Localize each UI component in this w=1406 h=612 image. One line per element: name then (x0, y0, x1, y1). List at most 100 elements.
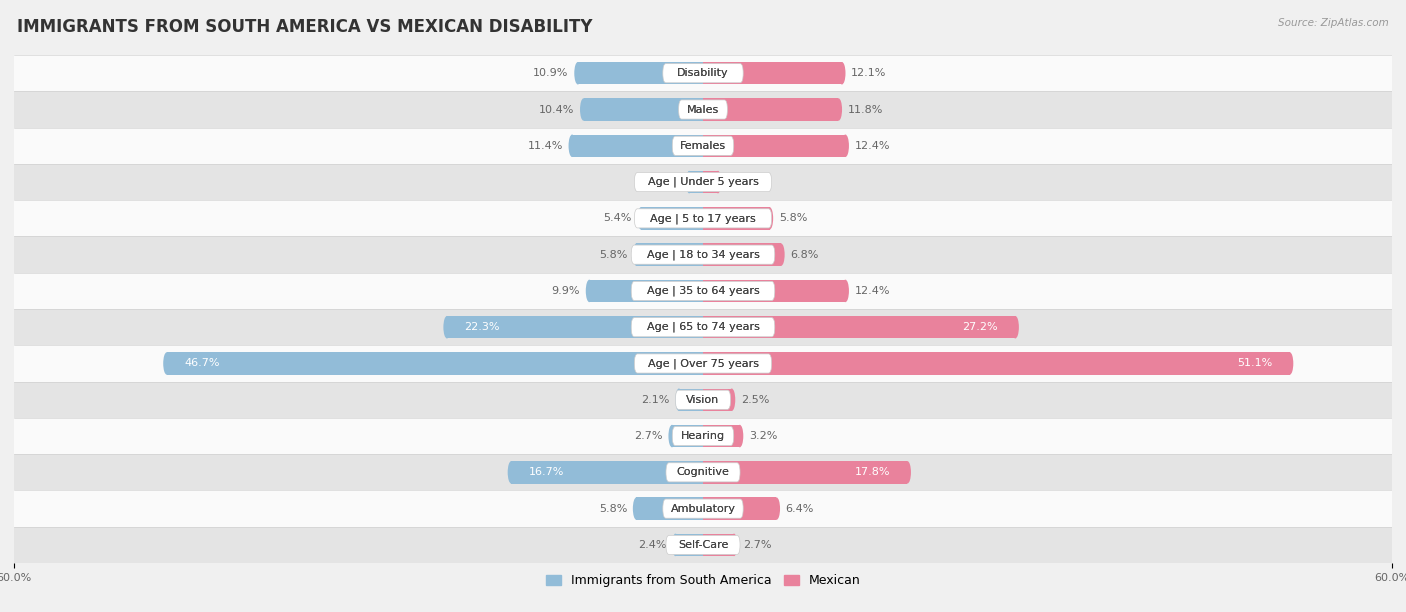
Text: 11.8%: 11.8% (848, 105, 883, 114)
Bar (703, 99, 838, 121)
Text: Females: Females (681, 141, 725, 151)
Text: 12.4%: 12.4% (855, 286, 890, 296)
Bar (14, 164, 1392, 200)
Bar (14, 418, 1392, 454)
FancyBboxPatch shape (634, 209, 772, 228)
Text: Females: Females (681, 141, 725, 151)
FancyBboxPatch shape (672, 427, 734, 446)
Text: 1.2%: 1.2% (651, 177, 681, 187)
Bar (589, 280, 703, 302)
Bar (703, 461, 907, 483)
Text: Age | 65 to 74 years: Age | 65 to 74 years (647, 322, 759, 332)
Circle shape (581, 99, 588, 121)
Text: Age | Over 75 years: Age | Over 75 years (648, 358, 758, 369)
Text: Age | 18 to 34 years: Age | 18 to 34 years (647, 249, 759, 260)
FancyBboxPatch shape (672, 136, 734, 155)
Bar (14, 382, 1392, 418)
Bar (637, 498, 703, 520)
Bar (703, 389, 731, 411)
Bar (637, 244, 703, 266)
FancyBboxPatch shape (634, 354, 772, 373)
Circle shape (1012, 316, 1019, 338)
Circle shape (778, 244, 785, 266)
Circle shape (672, 534, 679, 556)
Circle shape (835, 99, 842, 121)
Bar (703, 207, 769, 230)
Bar (447, 316, 703, 338)
Circle shape (838, 62, 845, 84)
Bar (679, 389, 703, 411)
Circle shape (728, 389, 735, 411)
Circle shape (686, 171, 693, 193)
Text: Age | Over 75 years: Age | Over 75 years (648, 358, 758, 369)
Text: 2.7%: 2.7% (634, 431, 662, 441)
Text: 10.9%: 10.9% (533, 68, 568, 78)
Circle shape (731, 534, 738, 556)
Text: 51.1%: 51.1% (1237, 359, 1272, 368)
Text: Self-Care: Self-Care (678, 540, 728, 550)
Circle shape (675, 389, 682, 411)
Bar (14, 128, 1392, 164)
Text: 5.8%: 5.8% (599, 250, 627, 259)
Text: Age | 65 to 74 years: Age | 65 to 74 years (647, 322, 759, 332)
Text: 46.7%: 46.7% (184, 359, 219, 368)
Text: Vision: Vision (686, 395, 720, 405)
FancyBboxPatch shape (634, 173, 772, 192)
Circle shape (633, 498, 640, 520)
Circle shape (842, 135, 849, 157)
Text: 2.4%: 2.4% (638, 540, 666, 550)
FancyBboxPatch shape (679, 100, 727, 119)
Circle shape (637, 207, 644, 230)
Bar (703, 425, 740, 447)
Text: 27.2%: 27.2% (963, 322, 998, 332)
Circle shape (668, 425, 675, 447)
Text: Ambulatory: Ambulatory (671, 504, 735, 513)
Bar (675, 534, 703, 556)
Legend: Immigrants from South America, Mexican: Immigrants from South America, Mexican (540, 569, 866, 592)
FancyBboxPatch shape (662, 499, 744, 518)
Bar (14, 345, 1392, 382)
Text: 1.3%: 1.3% (727, 177, 755, 187)
FancyBboxPatch shape (662, 64, 744, 83)
Text: Age | Under 5 years: Age | Under 5 years (648, 177, 758, 187)
FancyBboxPatch shape (666, 536, 740, 554)
Circle shape (1286, 353, 1294, 375)
Bar (672, 425, 703, 447)
Text: 17.8%: 17.8% (855, 468, 890, 477)
Text: 5.8%: 5.8% (599, 504, 627, 513)
Text: Disability: Disability (678, 68, 728, 78)
Bar (14, 55, 1392, 91)
Bar (583, 99, 703, 121)
Text: Hearing: Hearing (681, 431, 725, 441)
Text: 10.4%: 10.4% (538, 105, 575, 114)
Text: Age | 35 to 64 years: Age | 35 to 64 years (647, 286, 759, 296)
Text: Disability: Disability (678, 68, 728, 78)
Text: IMMIGRANTS FROM SOUTH AMERICA VS MEXICAN DISABILITY: IMMIGRANTS FROM SOUTH AMERICA VS MEXICAN… (17, 18, 592, 36)
Bar (703, 534, 734, 556)
Text: Ambulatory: Ambulatory (671, 504, 735, 513)
Text: 11.4%: 11.4% (527, 141, 562, 151)
Circle shape (633, 244, 640, 266)
Circle shape (737, 425, 744, 447)
Text: Cognitive: Cognitive (676, 468, 730, 477)
Text: 12.4%: 12.4% (855, 141, 890, 151)
Circle shape (443, 316, 450, 338)
Bar (703, 353, 1289, 375)
Circle shape (773, 498, 780, 520)
Bar (167, 353, 703, 375)
FancyBboxPatch shape (631, 282, 775, 300)
Text: Age | 35 to 64 years: Age | 35 to 64 years (647, 286, 759, 296)
Text: 2.5%: 2.5% (741, 395, 769, 405)
Bar (14, 91, 1392, 128)
Text: Age | Under 5 years: Age | Under 5 years (648, 177, 758, 187)
Bar (703, 280, 845, 302)
Text: Cognitive: Cognitive (676, 468, 730, 477)
Bar (14, 309, 1392, 345)
Bar (14, 454, 1392, 490)
Bar (703, 244, 782, 266)
Circle shape (508, 461, 515, 483)
Bar (14, 200, 1392, 236)
Bar (703, 135, 845, 157)
Text: Age | 5 to 17 years: Age | 5 to 17 years (650, 213, 756, 223)
Text: 3.2%: 3.2% (749, 431, 778, 441)
